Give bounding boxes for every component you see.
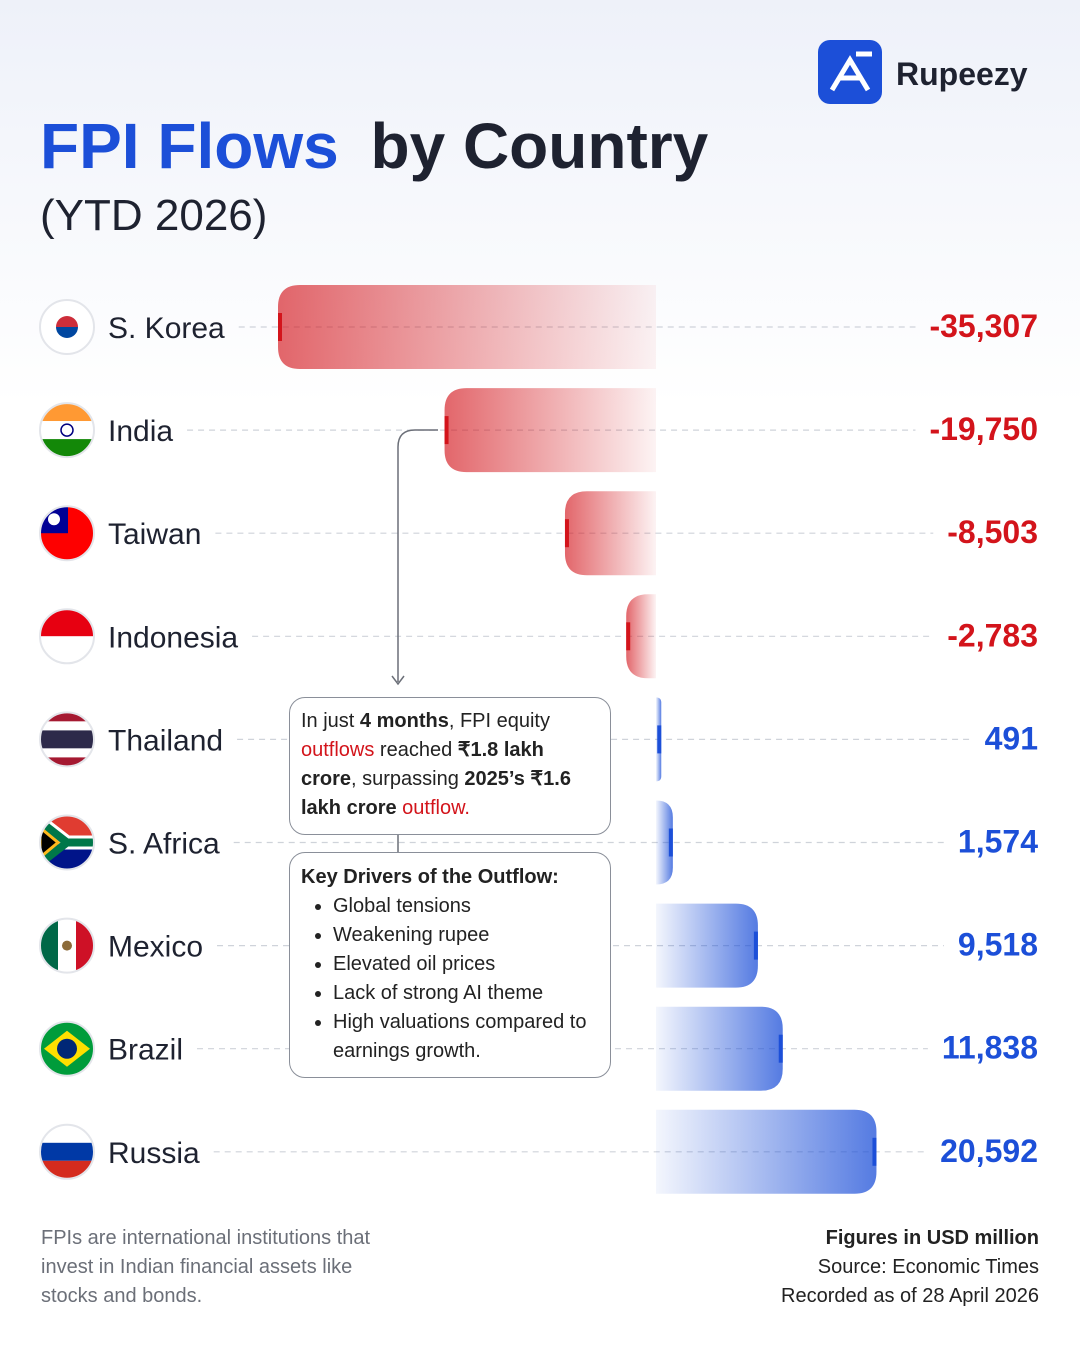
- drivers-title: Key Drivers of the Outflow:: [301, 866, 559, 888]
- value-label: 20,592: [940, 1133, 1038, 1169]
- note-line: stocks and bonds.: [41, 1285, 203, 1307]
- category-label: S. Korea: [108, 312, 225, 345]
- bar: [656, 1109, 877, 1194]
- annotation-text: 2025’s ₹1.6 lakh crore: [301, 768, 571, 819]
- driver: High valuations compared to earnings gro…: [333, 1008, 599, 1066]
- driver: Global tensions: [333, 892, 599, 921]
- value-label: -2,783: [947, 617, 1038, 653]
- flag-ring: [39, 299, 95, 355]
- flag-ring: [39, 505, 95, 562]
- flag: [40, 300, 94, 354]
- annotation: In just 4 months, FPI equity outflows re…: [289, 697, 611, 835]
- source: Source: Economic Times: [817, 1256, 1039, 1278]
- category-label: Indonesia: [108, 621, 238, 654]
- flag-ring: [39, 608, 95, 665]
- value-label: -35,307: [929, 308, 1038, 344]
- value-label: 9,518: [958, 927, 1038, 963]
- bar: [656, 903, 758, 988]
- annotation-text: reached: [374, 739, 458, 761]
- annotation-text: 4 months: [359, 710, 449, 732]
- title-rest: by Country: [370, 110, 708, 182]
- note-line: invest in Indian financial assets like: [41, 1256, 353, 1278]
- brand: Rupeezy: [896, 56, 1028, 92]
- note: FPIs are international institutions that…: [41, 1224, 370, 1311]
- bar: [626, 594, 656, 679]
- flag-ring: [39, 711, 95, 768]
- title-highlight: FPI Flows: [40, 110, 339, 182]
- category-label: India: [108, 415, 173, 448]
- flag: [40, 1021, 94, 1076]
- value-label: 491: [985, 720, 1038, 756]
- recorded: Recorded as of 28 April 2026: [781, 1285, 1039, 1307]
- category-label: S. Africa: [108, 828, 220, 861]
- category-label: Taiwan: [108, 518, 201, 551]
- value-label: 11,838: [942, 1030, 1038, 1066]
- annotation-text: In just: [301, 710, 360, 732]
- bar: [278, 285, 656, 369]
- logo-icon: [818, 40, 882, 104]
- flag-ring: [39, 814, 95, 871]
- category-label: Thailand: [108, 724, 223, 757]
- category-label: Mexico: [108, 931, 203, 964]
- annotation-text: outflow.: [396, 797, 470, 819]
- note-line: FPIs are international institutions that: [41, 1227, 371, 1249]
- source-block: Figures in USD million Source: Economic …: [781, 1224, 1039, 1311]
- logo-mark: [829, 51, 872, 92]
- chart-title: FPI Flows by Country: [40, 110, 709, 182]
- category-label: Russia: [108, 1137, 200, 1170]
- drivers-box: Key Drivers of the Outflow: Global tensi…: [289, 852, 611, 1078]
- flag-ring: [39, 1123, 95, 1180]
- annotation-text: outflows: [301, 739, 375, 761]
- flag-ring: [39, 402, 95, 459]
- bar: [444, 388, 656, 473]
- annotation-text: , surpassing: [351, 768, 465, 790]
- units: Figures in USD million: [825, 1227, 1039, 1249]
- category-label: Brazil: [108, 1034, 183, 1067]
- flag: [40, 712, 94, 767]
- flag-ring: [39, 1020, 95, 1077]
- annotation-text: ₹1.8 lakh crore: [301, 739, 544, 790]
- value-label: 1,574: [958, 824, 1038, 860]
- subtitle: (YTD 2026): [40, 191, 267, 240]
- value-label: -8,503: [947, 514, 1038, 550]
- driver: Weakening rupee: [333, 921, 599, 950]
- flag-ring: [39, 917, 95, 974]
- driver: Lack of strong AI theme: [333, 979, 599, 1008]
- bar: [564, 491, 656, 576]
- annotation-text: , FPI equity: [448, 710, 550, 732]
- value-label: -19,750: [929, 411, 1038, 447]
- driver: Elevated oil prices: [333, 950, 599, 979]
- bar: [656, 800, 673, 885]
- drivers-list: Global tensionsWeakening rupeeElevated o…: [301, 892, 599, 1066]
- connector: [391, 429, 438, 686]
- bar: [656, 1006, 783, 1091]
